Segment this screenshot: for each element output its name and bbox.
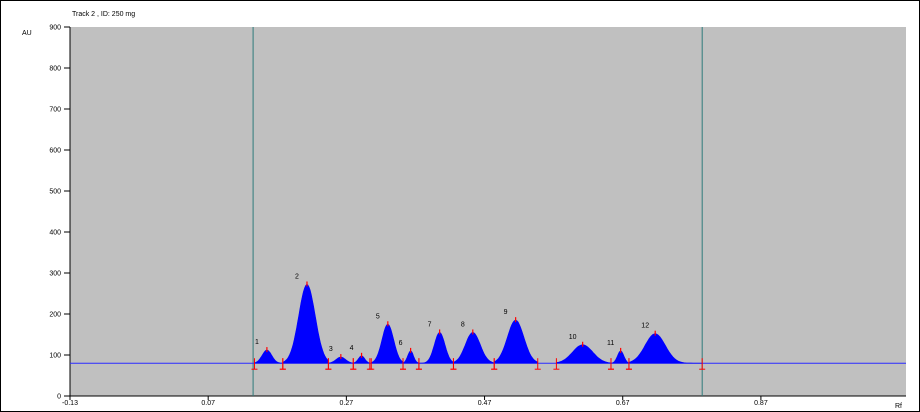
peak-2-label: 2: [295, 273, 299, 280]
x-tick-label: 0.47: [478, 400, 492, 407]
x-tick-label: -0.13: [62, 400, 78, 407]
y-tick-label: 100: [49, 353, 61, 360]
peak-12: [628, 333, 703, 364]
peak-5-label: 5: [376, 313, 380, 320]
y-tick-label: 800: [49, 66, 61, 73]
peak-3-label: 3: [329, 346, 333, 353]
y-tick-label: 600: [49, 148, 61, 155]
y-tick-label: 0: [57, 394, 61, 401]
y-tick-label: 500: [49, 189, 61, 196]
peak-11-label: 11: [607, 340, 614, 347]
peak-10: [556, 344, 612, 364]
peak-12-label: 12: [641, 323, 649, 330]
peak-7: [418, 332, 454, 364]
x-tick-label: 0.07: [201, 400, 215, 407]
y-axis-label: AU: [22, 30, 32, 37]
peak-9-label: 9: [504, 309, 508, 316]
peak-8-label: 8: [461, 321, 465, 328]
y-tick-label: 700: [49, 107, 61, 114]
y-tick-label: 900: [49, 25, 61, 32]
y-tick-label: 300: [49, 271, 61, 278]
peak-1: [254, 349, 284, 364]
y-tick-label: 200: [49, 312, 61, 319]
chart-title: Track 2 , ID: 250 mg: [72, 11, 135, 18]
peak-10-label: 10: [569, 334, 577, 341]
y-tick-label: 400: [49, 230, 61, 237]
peak-6-label: 6: [399, 340, 403, 347]
x-tick-label: 0.67: [616, 400, 630, 407]
peak-7-label: 7: [428, 321, 432, 328]
peak-2: [282, 284, 329, 364]
plot-area: [70, 27, 906, 396]
x-tick-label: 0.87: [754, 400, 768, 407]
peak-9: [493, 319, 538, 364]
x-axis-label: Rf: [895, 403, 902, 410]
peak-4-label: 4: [350, 345, 354, 352]
peak-1-label: 1: [255, 339, 259, 346]
x-tick-label: 0.27: [340, 400, 354, 407]
peak-8: [453, 332, 495, 364]
